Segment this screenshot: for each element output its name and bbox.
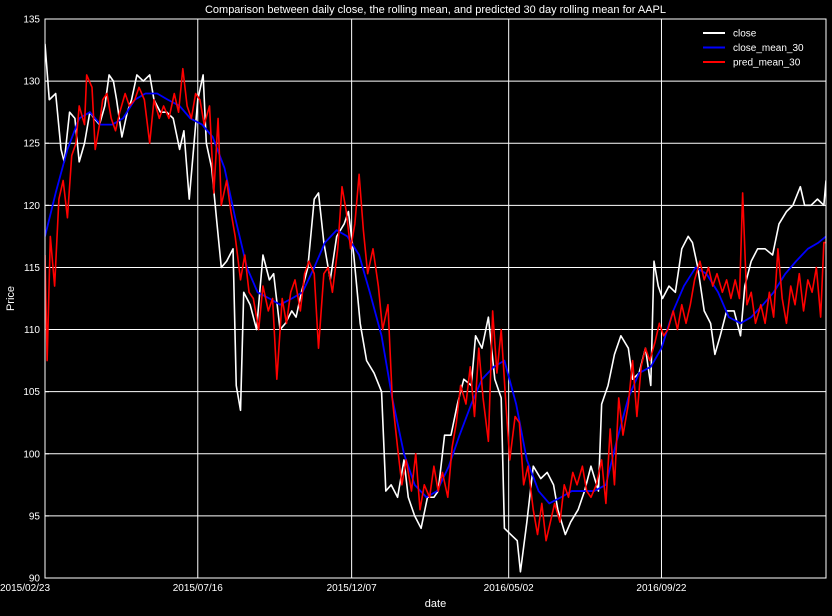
y-tick-label: 105	[23, 387, 40, 398]
series-layer	[45, 43, 826, 573]
y-axis-title: Price	[5, 286, 17, 311]
x-tick-label: 2015/02/23	[0, 583, 50, 594]
y-tick-labels: 90 95 100 105 110 115 120 125 130 135	[23, 15, 40, 585]
y-tick-label: 135	[23, 15, 40, 26]
series-line-pred-mean-30	[45, 67, 826, 542]
x-tick-label: 2016/09/22	[636, 583, 686, 594]
legend-label-close-mean-30: close_mean_30	[733, 43, 804, 54]
x-tick-labels: 2015/02/23 2015/07/16 2015/12/07 2016/05/02…	[0, 583, 687, 594]
y-tick-label: 125	[23, 139, 40, 150]
chart-title: Comparison between daily close, the roll…	[205, 4, 666, 16]
legend-label-close: close	[733, 29, 757, 40]
y-tick-label: 95	[29, 511, 41, 522]
legend: close close_mean_30 pred_mean_30	[703, 29, 804, 69]
x-tick-label: 2015/07/16	[173, 583, 223, 594]
y-tick-label: 100	[23, 449, 40, 460]
series-line-close-mean-30	[45, 92, 826, 505]
x-tick-label: 2015/12/07	[327, 583, 377, 594]
y-tick-label: 130	[23, 77, 40, 88]
plot-frame	[44, 18, 827, 579]
y-tick-label: 120	[23, 201, 40, 212]
y-tick-label: 90	[29, 574, 41, 585]
x-axis-title: date	[425, 598, 446, 610]
y-tick-label: 115	[24, 263, 40, 274]
y-tick-label: 110	[24, 325, 40, 336]
series-line-close	[45, 43, 826, 573]
legend-label-pred-mean-30: pred_mean_30	[733, 58, 801, 69]
x-tick-label: 2016/05/02	[484, 583, 534, 594]
